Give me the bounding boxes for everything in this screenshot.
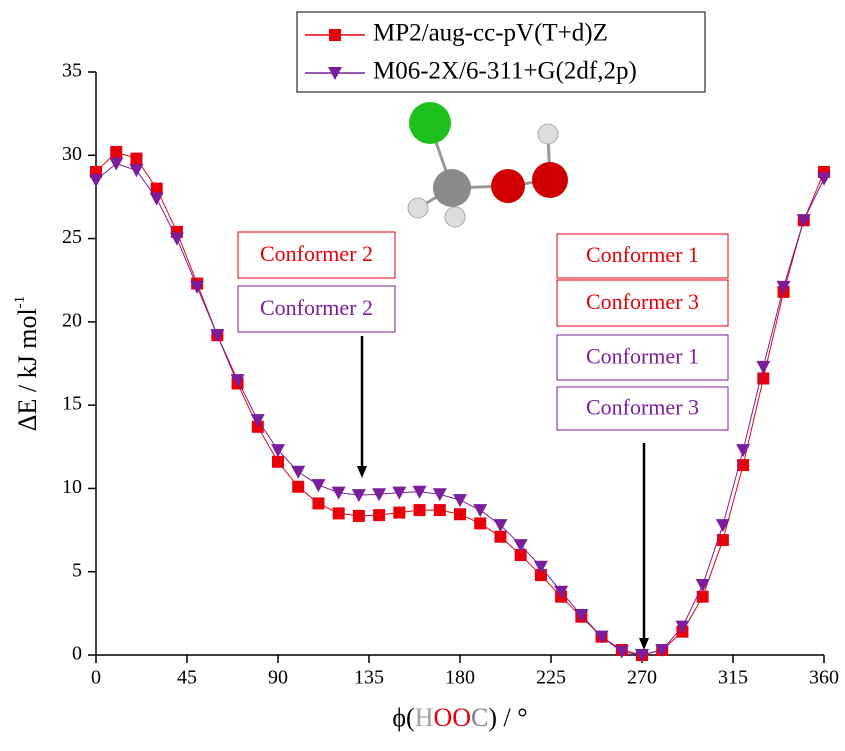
x-axis-label-part: ) / °: [488, 703, 527, 732]
y-tick-label: 15: [62, 393, 82, 415]
y-tick-label: 20: [62, 309, 82, 331]
marker: [353, 510, 365, 522]
marker: [393, 507, 405, 519]
marker: [352, 489, 366, 502]
y-tick-label: 25: [62, 226, 82, 248]
annotation-label: Conformer 2: [260, 295, 373, 320]
y-tick-label: 35: [62, 60, 82, 82]
annotation-label: Conformer 1: [586, 344, 699, 369]
x-tick-label: 180: [445, 667, 475, 689]
marker: [433, 488, 447, 501]
page: {"chart_data": {"type": "line", "x": [0,…: [0, 0, 845, 751]
marker: [272, 456, 284, 468]
marker: [311, 479, 325, 492]
annotation-label: Conformer 2: [260, 241, 373, 266]
marker: [373, 509, 385, 521]
x-axis-label-part: OO: [433, 703, 471, 732]
x-axis-label-part: C: [471, 703, 488, 732]
x-tick-label: 90: [268, 667, 288, 689]
y-tick-label: 0: [72, 643, 82, 665]
marker: [329, 29, 341, 41]
x-tick-label: 360: [809, 667, 839, 689]
x-tick-label: 315: [718, 667, 748, 689]
marker: [109, 158, 123, 171]
y-axis-label-sup: -1: [12, 296, 28, 309]
marker: [292, 481, 304, 493]
marker: [414, 504, 426, 516]
chart: 0 5 10 15 20 25 30 35 0 45 90 135 180 225 270 315 360 ϕ(H…: [0, 0, 845, 751]
marker: [110, 146, 122, 158]
annotation-arrowhead: [357, 466, 367, 478]
marker: [291, 466, 305, 479]
legend-label: M06-2X/6-311+G(2df,2p): [373, 58, 637, 85]
marker: [716, 519, 730, 532]
x-tick-label: 0: [91, 667, 101, 689]
legend-label: MP2/aug-cc-pV(T+d)Z: [373, 20, 608, 47]
y-tick-label: 5: [72, 559, 82, 581]
y-axis-label-main: ΔE / kJ mol: [13, 308, 42, 431]
y-axis-label: ΔE / kJ mol-1: [12, 296, 42, 431]
marker: [453, 494, 467, 507]
annotation-label: Conformer 3: [586, 289, 699, 314]
x-tick-label: 135: [354, 667, 384, 689]
x-tick-label: 225: [536, 667, 566, 689]
molecule: [408, 102, 568, 227]
legend: MP2/aug-cc-pV(T+d)Z M06-2X/6-311+G(2df,2p…: [297, 12, 705, 92]
annotation-label: Conformer 1: [586, 242, 699, 267]
marker: [473, 504, 487, 517]
annotation: Conformer 2 Conformer 2: [238, 232, 395, 478]
x-axis-label-part: H: [415, 703, 434, 732]
marker: [434, 504, 446, 516]
annotation-label: Conformer 3: [586, 395, 699, 420]
marker: [494, 531, 506, 543]
marker: [717, 534, 729, 546]
marker: [454, 508, 466, 520]
marker: [89, 174, 103, 187]
marker: [736, 444, 750, 457]
marker: [697, 591, 709, 603]
x-tick-label: 270: [627, 667, 657, 689]
x-axis-label-part: ϕ(: [392, 703, 414, 732]
marker: [312, 497, 324, 509]
marker: [333, 507, 345, 519]
x-axis-label: ϕ(HOOC) / °: [392, 703, 527, 732]
marker: [696, 579, 710, 592]
x-tick-label: 45: [177, 667, 197, 689]
marker: [474, 517, 486, 529]
marker: [129, 164, 143, 177]
marker: [756, 361, 770, 374]
y-tick-label: 30: [62, 143, 82, 165]
y-tick-label: 10: [62, 476, 82, 498]
annotation-arrowhead: [639, 638, 649, 650]
marker: [130, 153, 142, 165]
